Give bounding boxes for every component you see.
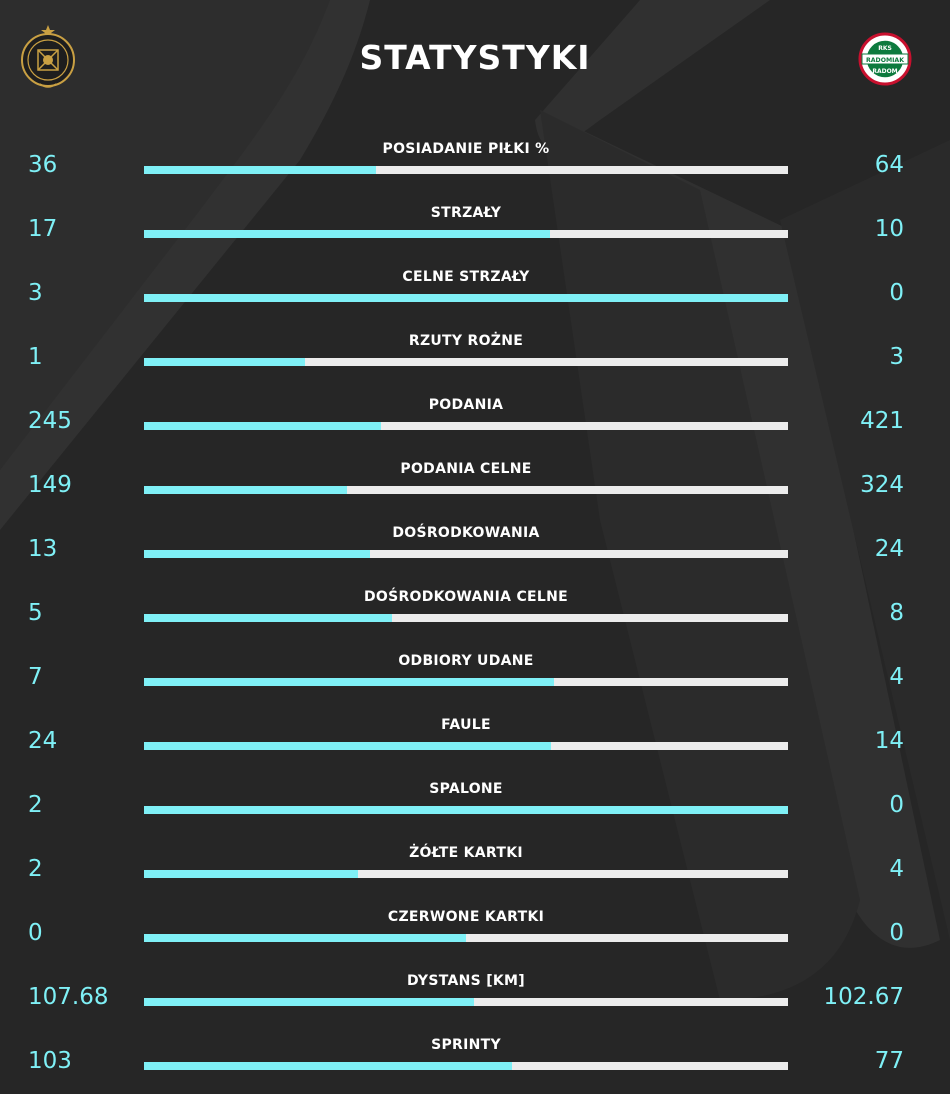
- away-value: 10: [874, 216, 904, 242]
- stat-row-podania-celne: 149 PODANIA CELNE 324: [0, 458, 950, 522]
- page-title: STATYSTYKI: [359, 38, 591, 77]
- away-value: 0: [889, 792, 904, 818]
- stat-label: DOŚRODKOWANIA: [392, 525, 540, 541]
- stat-row-posiadanie-pilki: 36 POSIADANIE PIŁKI % 64: [0, 138, 950, 202]
- home-value: 7: [28, 664, 43, 690]
- stat-bar-home-fill: [144, 678, 554, 686]
- stat-bar-home-fill: [144, 294, 788, 302]
- stat-label: CELNE STRZAŁY: [402, 269, 530, 285]
- stat-label: ODBIORY UDANE: [398, 653, 534, 669]
- away-value: 3: [889, 344, 904, 370]
- stat-bar: [144, 870, 788, 878]
- stat-bar-home-fill: [144, 358, 305, 366]
- away-value: 4: [889, 856, 904, 882]
- away-value: 77: [874, 1048, 904, 1074]
- home-value: 5: [28, 600, 43, 626]
- stat-bar-home-fill: [144, 870, 359, 878]
- home-value: 17: [28, 216, 58, 242]
- away-value: 0: [889, 920, 904, 946]
- stat-bar: [144, 998, 788, 1006]
- stat-bar: [144, 1062, 788, 1070]
- stat-bar-home-fill: [144, 166, 376, 174]
- stat-bar-home-fill: [144, 614, 392, 622]
- stat-row-dosrodkowania: 13 DOŚRODKOWANIA 24: [0, 522, 950, 586]
- stat-label: STRZAŁY: [430, 205, 502, 221]
- stat-bar: [144, 166, 788, 174]
- home-value: 1: [28, 344, 43, 370]
- home-value: 13: [28, 536, 58, 562]
- stat-label: SPRINTY: [431, 1037, 501, 1053]
- stat-bar-home-fill: [144, 1062, 513, 1070]
- stat-row-dosrodkowania-celne: 5 DOŚRODKOWANIA CELNE 8: [0, 586, 950, 650]
- home-value: 2: [28, 792, 43, 818]
- stat-label: SPALONE: [429, 781, 503, 797]
- away-value: 14: [874, 728, 904, 754]
- stat-bar: [144, 230, 788, 238]
- stat-label: DOŚRODKOWANIA CELNE: [363, 589, 569, 605]
- stat-row-faule: 24 FAULE 14: [0, 714, 950, 778]
- away-value: 324: [860, 472, 904, 498]
- home-value: 245: [28, 408, 72, 434]
- away-value: 4: [889, 664, 904, 690]
- away-value: 24: [874, 536, 904, 562]
- stat-bar: [144, 678, 788, 686]
- stat-bar-home-fill: [144, 486, 347, 494]
- stat-bar-home-fill: [144, 422, 381, 430]
- stat-row-podania: 245 PODANIA 421: [0, 394, 950, 458]
- stat-bar: [144, 934, 788, 942]
- home-value: 149: [28, 472, 72, 498]
- stat-row-odbiory-udane: 7 ODBIORY UDANE 4: [0, 650, 950, 714]
- stat-bar-home-fill: [144, 742, 551, 750]
- away-value: 0: [889, 280, 904, 306]
- home-value: 2: [28, 856, 43, 882]
- stat-row-zolte-kartki: 2 ŻÓŁTE KARTKI 4: [0, 842, 950, 906]
- stat-bar: [144, 550, 788, 558]
- stat-bar: [144, 422, 788, 430]
- away-crest-text-mid: RADOMIAK: [866, 57, 904, 64]
- stat-row-strzaly: 17 STRZAŁY 10: [0, 202, 950, 266]
- home-value: 3: [28, 280, 43, 306]
- home-team-crest-icon: [18, 24, 78, 90]
- home-value: 24: [28, 728, 58, 754]
- home-value: 107.68: [28, 984, 109, 1010]
- stat-bar-home-fill: [144, 806, 788, 814]
- stat-bar: [144, 614, 788, 622]
- stat-label: ŻÓŁTE KARTKI: [409, 845, 523, 861]
- stat-bar-home-fill: [144, 230, 550, 238]
- stat-row-czerwone-kartki: 0 CZERWONE KARTKI 0: [0, 906, 950, 970]
- stat-bar: [144, 358, 788, 366]
- stat-bar-home-fill: [144, 998, 474, 1006]
- away-value: 102.67: [823, 984, 904, 1010]
- stat-label: PODANIA: [428, 397, 504, 413]
- away-value: 8: [889, 600, 904, 626]
- stat-bar: [144, 486, 788, 494]
- home-value: 36: [28, 152, 58, 178]
- away-crest-text-bottom: RADOM: [872, 68, 897, 75]
- stat-row-rzuty-rozne: 1 RZUTY ROŻNE 3: [0, 330, 950, 394]
- stat-bar-home-fill: [144, 934, 466, 942]
- stat-bar-home-fill: [144, 550, 371, 558]
- stat-bar: [144, 806, 788, 814]
- away-crest-text-top: RKS: [878, 45, 892, 52]
- header: STATYSTYKI RKS RADOMIAK RADOM: [0, 0, 950, 120]
- stat-label: PODANIA CELNE: [400, 461, 532, 477]
- stat-row-sprinty: 103 SPRINTY 77: [0, 1034, 950, 1094]
- away-team-crest-icon: RKS RADOMIAK RADOM: [858, 32, 912, 86]
- stat-row-dystans-km: 107.68 DYSTANS [KM] 102.67: [0, 970, 950, 1034]
- stat-label: RZUTY ROŻNE: [408, 333, 524, 349]
- stat-bar: [144, 294, 788, 302]
- stat-label: CZERWONE KARTKI: [387, 909, 545, 925]
- away-value: 421: [860, 408, 904, 434]
- away-value: 64: [874, 152, 904, 178]
- home-value: 0: [28, 920, 43, 946]
- stat-row-spalone: 2 SPALONE 0: [0, 778, 950, 842]
- stat-label: DYSTANS [KM]: [407, 973, 525, 989]
- stat-bar: [144, 742, 788, 750]
- stat-row-celne-strzaly: 3 CELNE STRZAŁY 0: [0, 266, 950, 330]
- stat-label: FAULE: [441, 717, 491, 733]
- home-value: 103: [28, 1048, 72, 1074]
- stat-label: POSIADANIE PIŁKI %: [382, 141, 550, 157]
